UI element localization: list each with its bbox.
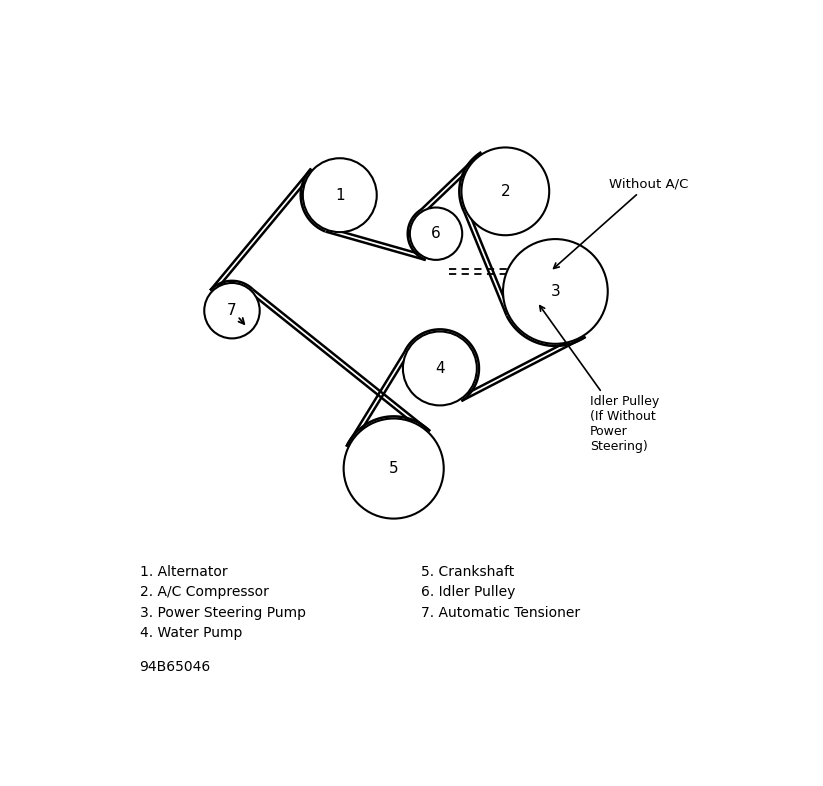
Text: 94B65046: 94B65046 bbox=[140, 660, 211, 674]
Circle shape bbox=[344, 418, 444, 519]
Circle shape bbox=[303, 158, 377, 232]
Text: 6: 6 bbox=[431, 226, 441, 241]
Circle shape bbox=[503, 239, 607, 343]
Text: 7. Automatic Tensioner: 7. Automatic Tensioner bbox=[421, 605, 579, 619]
Text: 1. Alternator: 1. Alternator bbox=[140, 565, 227, 578]
Text: 4. Water Pump: 4. Water Pump bbox=[140, 626, 242, 640]
Text: 5: 5 bbox=[389, 461, 398, 476]
Text: 2. A/C Compressor: 2. A/C Compressor bbox=[140, 586, 268, 599]
Circle shape bbox=[204, 283, 260, 339]
Text: 3. Power Steering Pump: 3. Power Steering Pump bbox=[140, 605, 305, 619]
Text: 3: 3 bbox=[551, 284, 560, 299]
Text: 6. Idler Pulley: 6. Idler Pulley bbox=[421, 586, 515, 599]
Text: 1: 1 bbox=[335, 188, 345, 203]
Circle shape bbox=[410, 208, 463, 260]
Circle shape bbox=[462, 148, 549, 235]
Text: Without A/C: Without A/C bbox=[554, 177, 689, 269]
Text: 7: 7 bbox=[227, 303, 237, 318]
Text: Idler Pulley
(If Without
Power
Steering): Idler Pulley (If Without Power Steering) bbox=[540, 306, 659, 454]
Circle shape bbox=[403, 332, 477, 406]
Text: 5. Crankshaft: 5. Crankshaft bbox=[421, 565, 514, 578]
Text: 4: 4 bbox=[435, 361, 444, 376]
Text: 2: 2 bbox=[500, 184, 510, 199]
